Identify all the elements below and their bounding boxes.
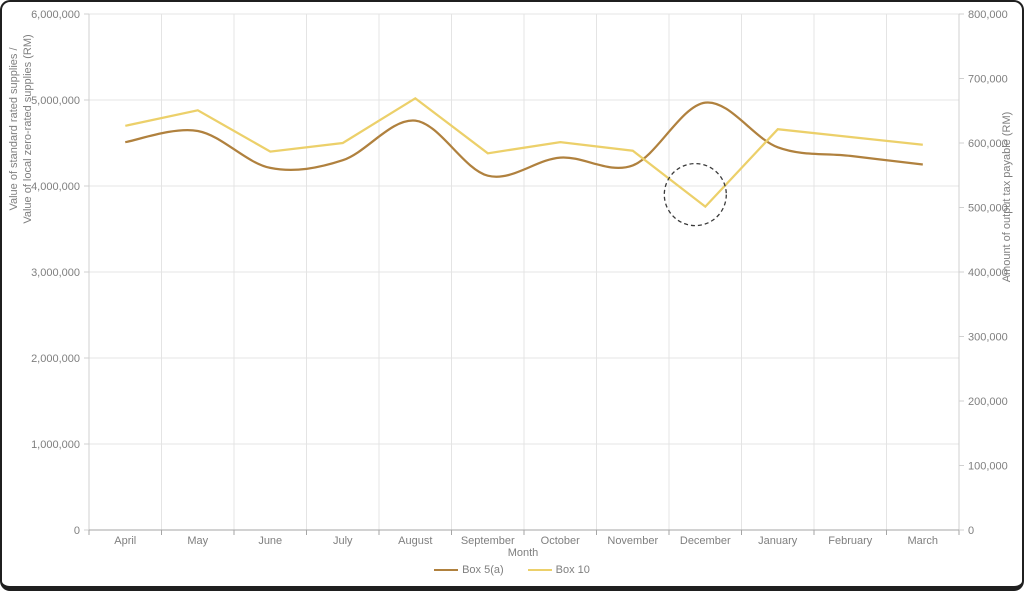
x-axis-tick-label: November bbox=[607, 535, 658, 547]
left-y-axis-tick-label: 5,000,000 bbox=[31, 95, 80, 107]
left-y-axis-title-line1: Value of standard rated supplies / bbox=[8, 47, 20, 211]
x-axis-tick-label: June bbox=[258, 535, 282, 547]
right-y-axis-tick-label: 700,000 bbox=[968, 74, 1008, 86]
x-axis-tick-label: March bbox=[907, 535, 938, 547]
right-y-axis-title: Amount of output tax payable (RM) bbox=[1001, 111, 1013, 283]
left-y-axis-tick-label: 4,000,000 bbox=[31, 181, 80, 193]
left-y-axis-title-line2: Value of local zero-rated supplies (RM) bbox=[22, 34, 34, 224]
legend-label-box-5a: Box 5(a) bbox=[462, 564, 504, 576]
series-line-box-10[interactable] bbox=[125, 96, 923, 209]
left-y-axis-tick-label: 6,000,000 bbox=[31, 9, 80, 21]
x-axis-tick-label: February bbox=[828, 535, 873, 547]
right-y-axis-tick-label: 200,000 bbox=[968, 396, 1008, 408]
annotation-dashed-circle bbox=[663, 162, 727, 227]
left-y-axis-title: Value of standard rated supplies / Value… bbox=[7, 2, 35, 289]
left-y-axis-tick-label: 1,000,000 bbox=[31, 439, 80, 451]
right-y-axis-tick-label: 400,000 bbox=[968, 267, 1008, 279]
legend: Box 5(a) Box 10 bbox=[2, 564, 1022, 576]
left-y-axis-tick-label: 3,000,000 bbox=[31, 267, 80, 279]
left-y-axis-tick-label: 2,000,000 bbox=[31, 353, 80, 365]
legend-item-box-10[interactable]: Box 10 bbox=[527, 564, 590, 576]
right-y-axis-tick-label: 0 bbox=[968, 525, 974, 537]
left-y-axis-tick-label: 0 bbox=[74, 525, 80, 537]
legend-swatch-box-5a bbox=[434, 569, 459, 571]
legend-item-box-5a[interactable]: Box 5(a) bbox=[434, 564, 504, 576]
series-line-box-5-a[interactable] bbox=[125, 101, 923, 178]
x-axis-tick-label: October bbox=[541, 535, 580, 547]
x-axis-title: Month bbox=[507, 547, 539, 559]
x-axis-tick-label: September bbox=[461, 535, 515, 547]
legend-swatch-box-10 bbox=[527, 569, 552, 571]
x-axis-tick-label: August bbox=[398, 535, 432, 547]
right-y-axis-tick-label: 500,000 bbox=[968, 203, 1008, 215]
right-y-axis-tick-label: 100,000 bbox=[968, 461, 1008, 473]
right-y-axis-tick-label: 600,000 bbox=[968, 138, 1008, 150]
x-axis-tick-label: July bbox=[333, 535, 353, 547]
x-axis-tick-label: January bbox=[758, 535, 798, 547]
x-axis-tick-label: December bbox=[680, 535, 731, 547]
right-y-axis-tick-label: 800,000 bbox=[968, 9, 1008, 21]
legend-label-box-10: Box 10 bbox=[555, 564, 590, 576]
x-axis-tick-label: May bbox=[187, 535, 208, 547]
right-y-axis-tick-label: 300,000 bbox=[968, 332, 1008, 344]
x-axis-tick-label: April bbox=[114, 535, 136, 547]
